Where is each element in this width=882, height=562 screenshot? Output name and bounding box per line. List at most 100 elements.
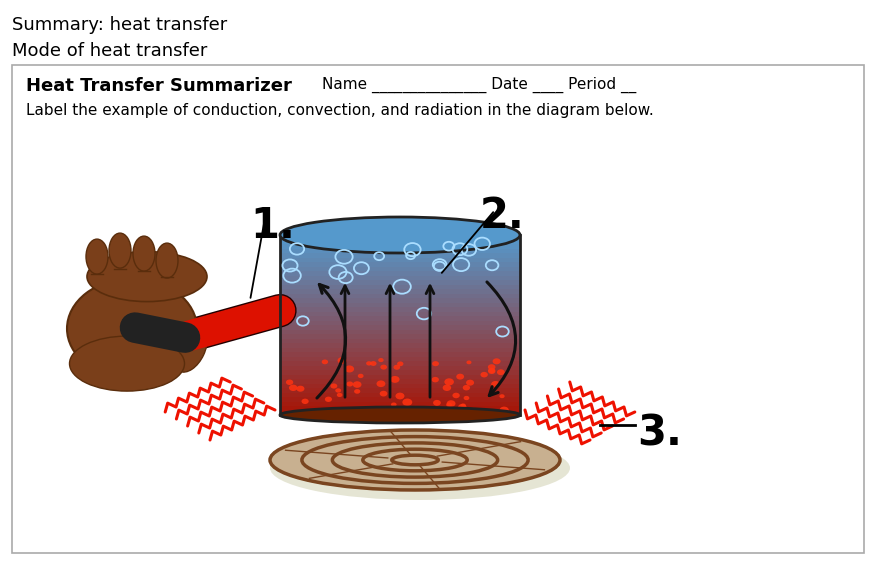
Bar	[280, 307, 520, 311]
Ellipse shape	[463, 385, 470, 391]
Ellipse shape	[67, 279, 197, 379]
Bar	[280, 352, 520, 356]
Ellipse shape	[445, 378, 454, 386]
Bar	[280, 325, 520, 329]
Ellipse shape	[446, 400, 455, 407]
Bar	[280, 374, 520, 379]
Text: Label the example of conduction, convection, and radiation in the diagram below.: Label the example of conduction, convect…	[26, 103, 654, 118]
Ellipse shape	[446, 409, 454, 415]
Ellipse shape	[86, 239, 108, 274]
Ellipse shape	[370, 361, 377, 366]
Bar	[280, 365, 520, 370]
Ellipse shape	[280, 407, 520, 423]
Ellipse shape	[173, 325, 207, 372]
Text: 1.: 1.	[250, 205, 295, 247]
Ellipse shape	[393, 365, 400, 370]
Bar	[280, 284, 520, 289]
Bar	[280, 410, 520, 415]
Bar	[280, 239, 520, 244]
Bar	[280, 343, 520, 347]
Bar	[280, 320, 520, 325]
Ellipse shape	[492, 359, 501, 364]
Ellipse shape	[270, 430, 560, 490]
Bar	[280, 275, 520, 280]
Ellipse shape	[452, 393, 460, 398]
Ellipse shape	[456, 374, 464, 379]
Bar	[280, 370, 520, 374]
Ellipse shape	[395, 393, 405, 400]
Ellipse shape	[391, 376, 400, 383]
Bar	[280, 257, 520, 262]
Ellipse shape	[377, 380, 385, 387]
Bar	[280, 379, 520, 383]
Ellipse shape	[270, 436, 570, 500]
Ellipse shape	[156, 243, 178, 278]
Bar	[280, 406, 520, 410]
Ellipse shape	[70, 336, 184, 391]
Ellipse shape	[345, 365, 355, 373]
Bar	[280, 338, 520, 343]
Ellipse shape	[397, 361, 403, 366]
Ellipse shape	[280, 217, 520, 253]
Ellipse shape	[121, 315, 139, 337]
Ellipse shape	[338, 357, 347, 364]
Ellipse shape	[465, 408, 470, 412]
Bar	[280, 280, 520, 284]
Ellipse shape	[133, 236, 155, 271]
Ellipse shape	[87, 252, 207, 302]
Bar	[280, 311, 520, 316]
Bar	[280, 302, 520, 307]
Ellipse shape	[378, 358, 384, 362]
Bar	[280, 383, 520, 388]
Ellipse shape	[286, 379, 293, 385]
Ellipse shape	[446, 402, 452, 407]
Ellipse shape	[499, 394, 505, 398]
Ellipse shape	[354, 389, 360, 394]
Ellipse shape	[491, 381, 500, 388]
Ellipse shape	[460, 404, 466, 407]
Ellipse shape	[109, 233, 131, 268]
Ellipse shape	[471, 408, 476, 412]
Text: Name _______________ Date ____ Period __: Name _______________ Date ____ Period __	[322, 77, 636, 93]
Ellipse shape	[296, 386, 304, 392]
Ellipse shape	[358, 374, 363, 378]
Ellipse shape	[353, 381, 362, 388]
Text: 3.: 3.	[637, 412, 682, 454]
Ellipse shape	[366, 361, 372, 365]
Bar	[280, 334, 520, 338]
Ellipse shape	[337, 393, 342, 397]
Ellipse shape	[380, 365, 387, 370]
Ellipse shape	[467, 360, 472, 364]
Bar	[280, 235, 520, 239]
Bar	[280, 271, 520, 275]
Ellipse shape	[289, 384, 297, 391]
Bar	[280, 401, 520, 406]
Text: Summary: heat transfer: Summary: heat transfer	[12, 16, 228, 34]
Bar	[280, 289, 520, 293]
Ellipse shape	[402, 398, 412, 406]
Text: Heat Transfer Summarizer: Heat Transfer Summarizer	[26, 77, 292, 95]
Bar	[280, 293, 520, 298]
Ellipse shape	[380, 391, 387, 396]
Bar	[280, 253, 520, 257]
Ellipse shape	[431, 377, 439, 382]
Ellipse shape	[433, 400, 441, 406]
Bar	[280, 262, 520, 266]
Bar	[280, 329, 520, 334]
Ellipse shape	[432, 361, 439, 366]
Ellipse shape	[325, 397, 332, 402]
Bar	[280, 397, 520, 401]
Ellipse shape	[331, 383, 337, 388]
Bar	[280, 298, 520, 302]
Ellipse shape	[488, 368, 496, 373]
Text: Mode of heat transfer: Mode of heat transfer	[12, 42, 207, 60]
Bar	[280, 356, 520, 361]
Ellipse shape	[322, 360, 328, 364]
Ellipse shape	[347, 382, 353, 387]
Ellipse shape	[464, 396, 469, 400]
Bar	[280, 248, 520, 253]
Text: 2.: 2.	[480, 195, 525, 237]
Ellipse shape	[415, 406, 425, 414]
Bar	[280, 316, 520, 320]
Ellipse shape	[443, 384, 452, 391]
